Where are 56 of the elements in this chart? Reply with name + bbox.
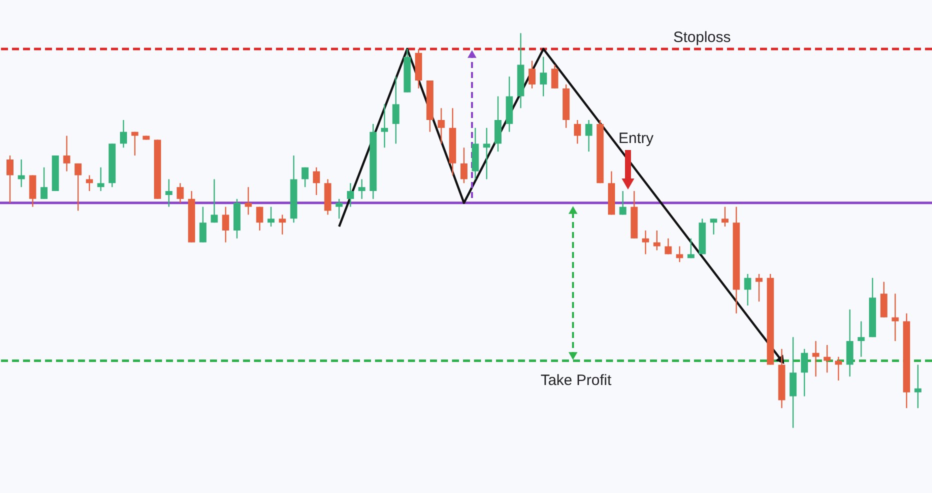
candlestick [800, 348, 808, 397]
candlestick [528, 60, 536, 90]
candlestick [744, 273, 752, 306]
candlestick [880, 281, 888, 318]
candlestick [165, 178, 172, 208]
candlestick [812, 340, 820, 378]
candlestick [381, 104, 388, 148]
candlestick [336, 198, 343, 220]
candlestick [312, 166, 320, 196]
annotation: Take Profit [540, 372, 612, 389]
candlestick [438, 108, 445, 144]
candlestick [29, 174, 36, 208]
candlestick [97, 166, 104, 192]
candlestick [392, 76, 400, 144]
candlestick [710, 218, 718, 236]
candlestick [256, 206, 264, 232]
candlestick [210, 178, 218, 224]
candlestick [268, 206, 275, 228]
candlestick [642, 230, 650, 255]
ref-line-label: Stoploss [673, 28, 731, 46]
candlestick [914, 364, 922, 409]
candlestick [540, 56, 547, 97]
candlestick [574, 119, 581, 144]
candlestick [74, 162, 82, 212]
candlestick [676, 246, 684, 263]
candlestick [664, 238, 672, 255]
candlestick [244, 186, 252, 216]
candlestick [460, 147, 468, 184]
candlestick [653, 230, 660, 251]
candlestick [892, 293, 899, 342]
candlestick [824, 344, 831, 374]
candlestick [551, 64, 558, 90]
candlestick [63, 135, 70, 172]
candlestick [302, 166, 309, 188]
candlestick [6, 154, 14, 204]
annotation: Entry [618, 130, 654, 147]
candlestick [222, 206, 230, 243]
candlestick [346, 182, 354, 208]
candlestick [756, 273, 763, 302]
candlestick [120, 119, 127, 148]
candlestick [199, 206, 206, 243]
candlestick [131, 131, 138, 156]
candlestick [619, 190, 626, 216]
candlestick [721, 206, 728, 228]
candlestick [40, 166, 48, 200]
candlestick [858, 320, 865, 358]
candlestick [687, 238, 694, 259]
candlestick [846, 308, 854, 378]
candlestick [790, 336, 797, 428]
candlestick [86, 174, 93, 192]
candlestick [483, 127, 490, 180]
candlestick [494, 96, 502, 152]
candlestick [176, 182, 184, 204]
candlestick [358, 178, 366, 200]
candlestick [585, 119, 592, 152]
candlestick [278, 214, 286, 236]
